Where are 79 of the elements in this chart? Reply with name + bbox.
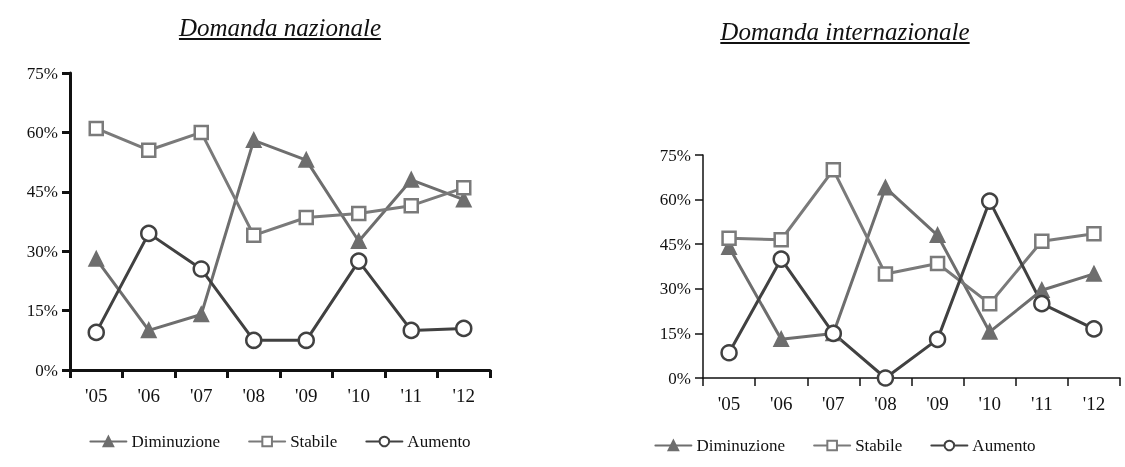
point bbox=[1086, 226, 1102, 242]
point bbox=[298, 209, 314, 226]
point bbox=[192, 260, 210, 278]
point bbox=[246, 227, 262, 244]
point bbox=[351, 233, 367, 250]
point bbox=[403, 172, 419, 188]
point bbox=[456, 180, 472, 196]
y-tick-label: 30% bbox=[659, 279, 691, 299]
x-tick-label: '08 bbox=[242, 385, 265, 406]
point bbox=[981, 324, 998, 340]
x-tick-label: '08 bbox=[874, 393, 897, 414]
point bbox=[720, 343, 738, 362]
legend-label: Diminuzione bbox=[696, 436, 786, 455]
y-tick-label: 45% bbox=[26, 182, 58, 202]
y-tick-label: 75% bbox=[659, 145, 691, 165]
point bbox=[350, 252, 368, 270]
x-tick-label: '09 bbox=[926, 393, 949, 414]
legend-label: Stabile bbox=[855, 436, 903, 455]
point bbox=[772, 250, 790, 268]
legend-label: Aumento bbox=[407, 432, 471, 451]
x-tick-label: '06 bbox=[769, 393, 793, 414]
x-tick-label: '11 bbox=[1030, 393, 1053, 414]
x-tick-label: '07 bbox=[190, 385, 213, 406]
point bbox=[877, 179, 894, 196]
point bbox=[297, 331, 315, 350]
y-tick-label: 30% bbox=[26, 241, 58, 261]
point bbox=[245, 331, 263, 350]
x-tick-label: '12 bbox=[1082, 393, 1106, 414]
point bbox=[455, 319, 473, 338]
point bbox=[193, 124, 209, 141]
legend-label: Stabile bbox=[290, 432, 338, 451]
legend-label: Diminuzione bbox=[131, 432, 221, 451]
y-tick-label: 15% bbox=[26, 301, 58, 321]
point bbox=[88, 120, 104, 137]
x-tick-label: '07 bbox=[822, 393, 845, 414]
point bbox=[1086, 266, 1102, 282]
point bbox=[929, 227, 946, 244]
point bbox=[141, 322, 157, 339]
point bbox=[1085, 320, 1103, 338]
point bbox=[981, 295, 998, 312]
point bbox=[929, 255, 946, 272]
point bbox=[193, 306, 209, 323]
x-tick-label: '06 bbox=[137, 385, 160, 406]
point bbox=[87, 323, 105, 342]
legend-label: Aumento bbox=[972, 436, 1036, 455]
x-tick-label: '05 bbox=[85, 385, 108, 406]
y-tick-label: 45% bbox=[659, 234, 691, 254]
x-tick-label: '05 bbox=[717, 393, 741, 414]
point bbox=[402, 321, 420, 340]
point bbox=[246, 132, 262, 149]
y-tick-label: 0% bbox=[35, 360, 58, 380]
point bbox=[141, 142, 157, 158]
y-tick-label: 60% bbox=[659, 190, 691, 210]
y-tick-label: 60% bbox=[26, 122, 58, 142]
point bbox=[773, 331, 789, 348]
point bbox=[351, 205, 367, 222]
x-tick-label: '11 bbox=[400, 385, 423, 406]
chart-title: Domanda internazionale bbox=[719, 18, 971, 46]
point bbox=[1034, 233, 1050, 249]
point bbox=[140, 224, 158, 243]
point bbox=[88, 251, 104, 267]
point bbox=[825, 162, 842, 178]
point bbox=[1033, 294, 1051, 313]
point bbox=[980, 192, 999, 210]
point bbox=[298, 152, 314, 168]
x-tick-label: '10 bbox=[978, 393, 1001, 414]
y-tick-label: 0% bbox=[668, 368, 691, 388]
point bbox=[721, 230, 737, 246]
point bbox=[403, 197, 419, 214]
chart-title: Domanda nazionale bbox=[177, 14, 383, 42]
point bbox=[877, 266, 894, 282]
point bbox=[928, 330, 947, 349]
x-tick-label: '10 bbox=[347, 385, 370, 406]
y-tick-label: 75% bbox=[26, 63, 58, 83]
y-tick-label: 15% bbox=[659, 323, 691, 343]
x-tick-label: '09 bbox=[295, 385, 318, 406]
point bbox=[773, 231, 789, 248]
x-tick-label: '12 bbox=[452, 385, 475, 406]
point bbox=[876, 369, 895, 387]
